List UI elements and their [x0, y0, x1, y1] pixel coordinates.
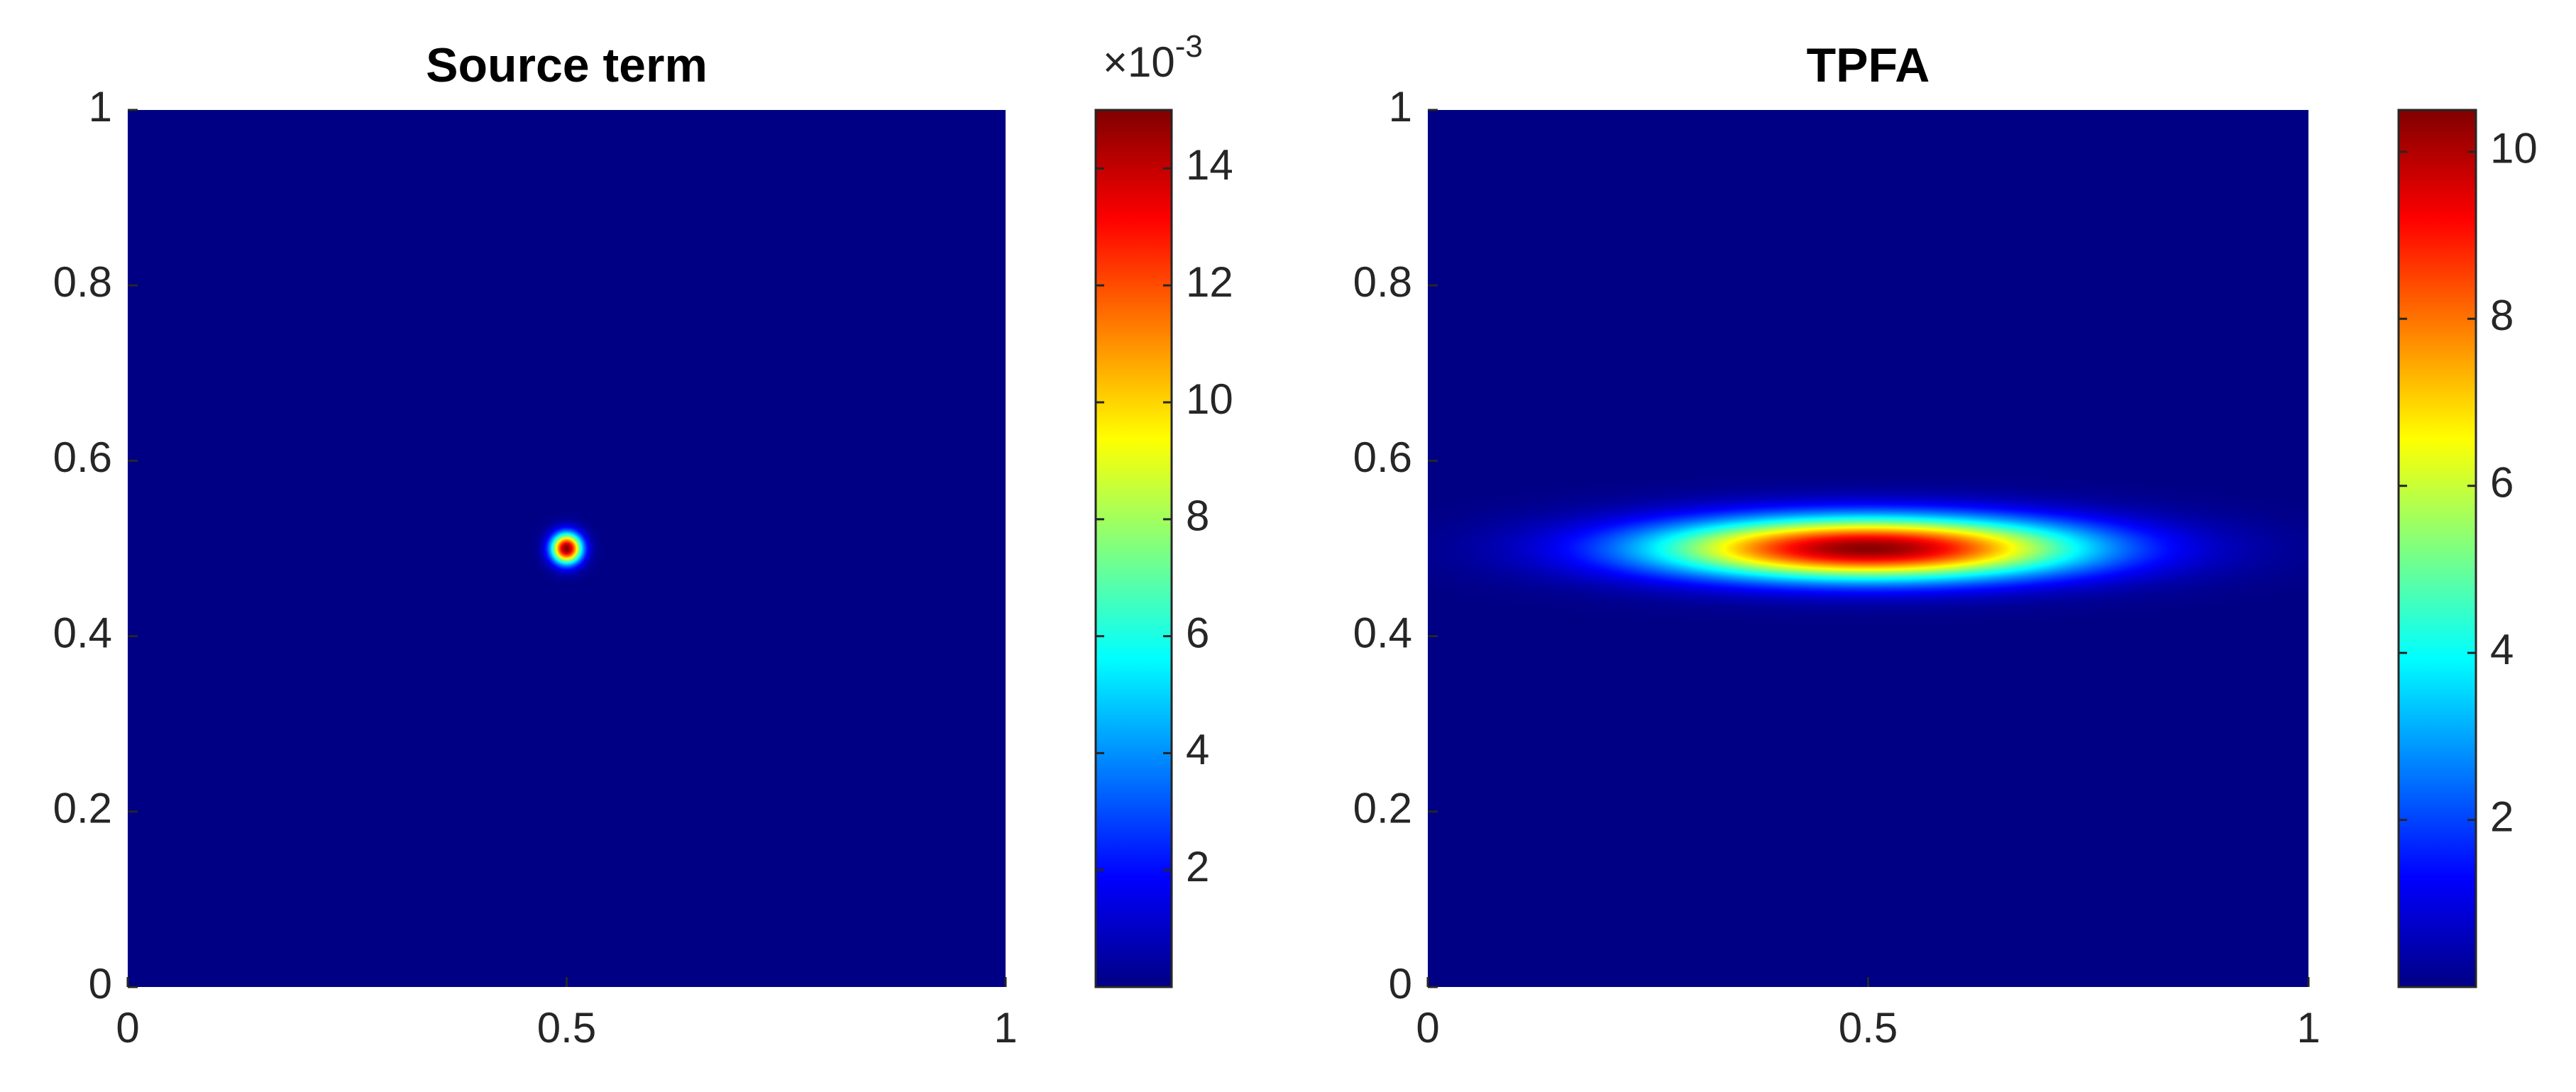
chart-title: TPFA [1807, 38, 1930, 92]
y-tick-label: 1 [1389, 83, 1412, 131]
colorbar-tick-label: 12 [1186, 258, 1233, 306]
chart-title: Source term [426, 38, 708, 92]
colorbar-tick-label: 10 [2490, 125, 2538, 172]
multiplier-exponent: -3 [1175, 29, 1203, 64]
colorbar-tick-label: 6 [2490, 459, 2514, 507]
colorbar-tick-label: 2 [2490, 793, 2514, 840]
colorbar [1094, 109, 1173, 988]
y-tick-label: 0.6 [1353, 434, 1412, 481]
multiplier-base: ×10 [1103, 38, 1175, 86]
colorbar-tick-label: 14 [1186, 141, 1233, 189]
x-tick-label: 1 [2296, 1004, 2320, 1052]
colorbar-tick-label: 4 [1186, 726, 1209, 773]
y-tick-label: 0.4 [1353, 609, 1412, 656]
y-tick-label: 0.8 [53, 258, 112, 306]
heatmap-panel [1428, 110, 2308, 987]
x-tick-label: 0 [116, 1004, 139, 1052]
x-tick-label: 1 [993, 1004, 1017, 1052]
y-tick-label: 0.2 [53, 785, 112, 832]
x-tick-label: 0 [1416, 1004, 1439, 1052]
colorbar [2397, 109, 2477, 988]
field-peak [529, 512, 604, 585]
heatmap-panel [128, 110, 1006, 987]
colorbar-tick-label: 2 [1186, 843, 1209, 890]
colorbar-multiplier: ×10-3 [1103, 29, 1203, 86]
x-tick-label: 0.5 [1839, 1004, 1898, 1052]
colorbar-tick-label: 8 [1186, 492, 1209, 540]
y-tick-label: 0.4 [53, 609, 112, 656]
colorbar-tick-label: 10 [1186, 375, 1233, 423]
field-peak [1428, 471, 2308, 626]
colorbar-tick-label: 8 [2490, 292, 2514, 339]
y-tick-label: 0.6 [53, 434, 112, 481]
x-tick-label: 0.5 [537, 1004, 596, 1052]
colorbar-tick-label: 6 [1186, 609, 1209, 656]
colorbar-tick-label: 4 [2490, 626, 2514, 673]
y-tick-label: 0 [1389, 960, 1412, 1008]
y-tick-label: 0.8 [1353, 258, 1412, 306]
y-tick-label: 0 [89, 960, 112, 1008]
y-tick-label: 0.2 [1353, 785, 1412, 832]
y-tick-label: 1 [89, 83, 112, 131]
